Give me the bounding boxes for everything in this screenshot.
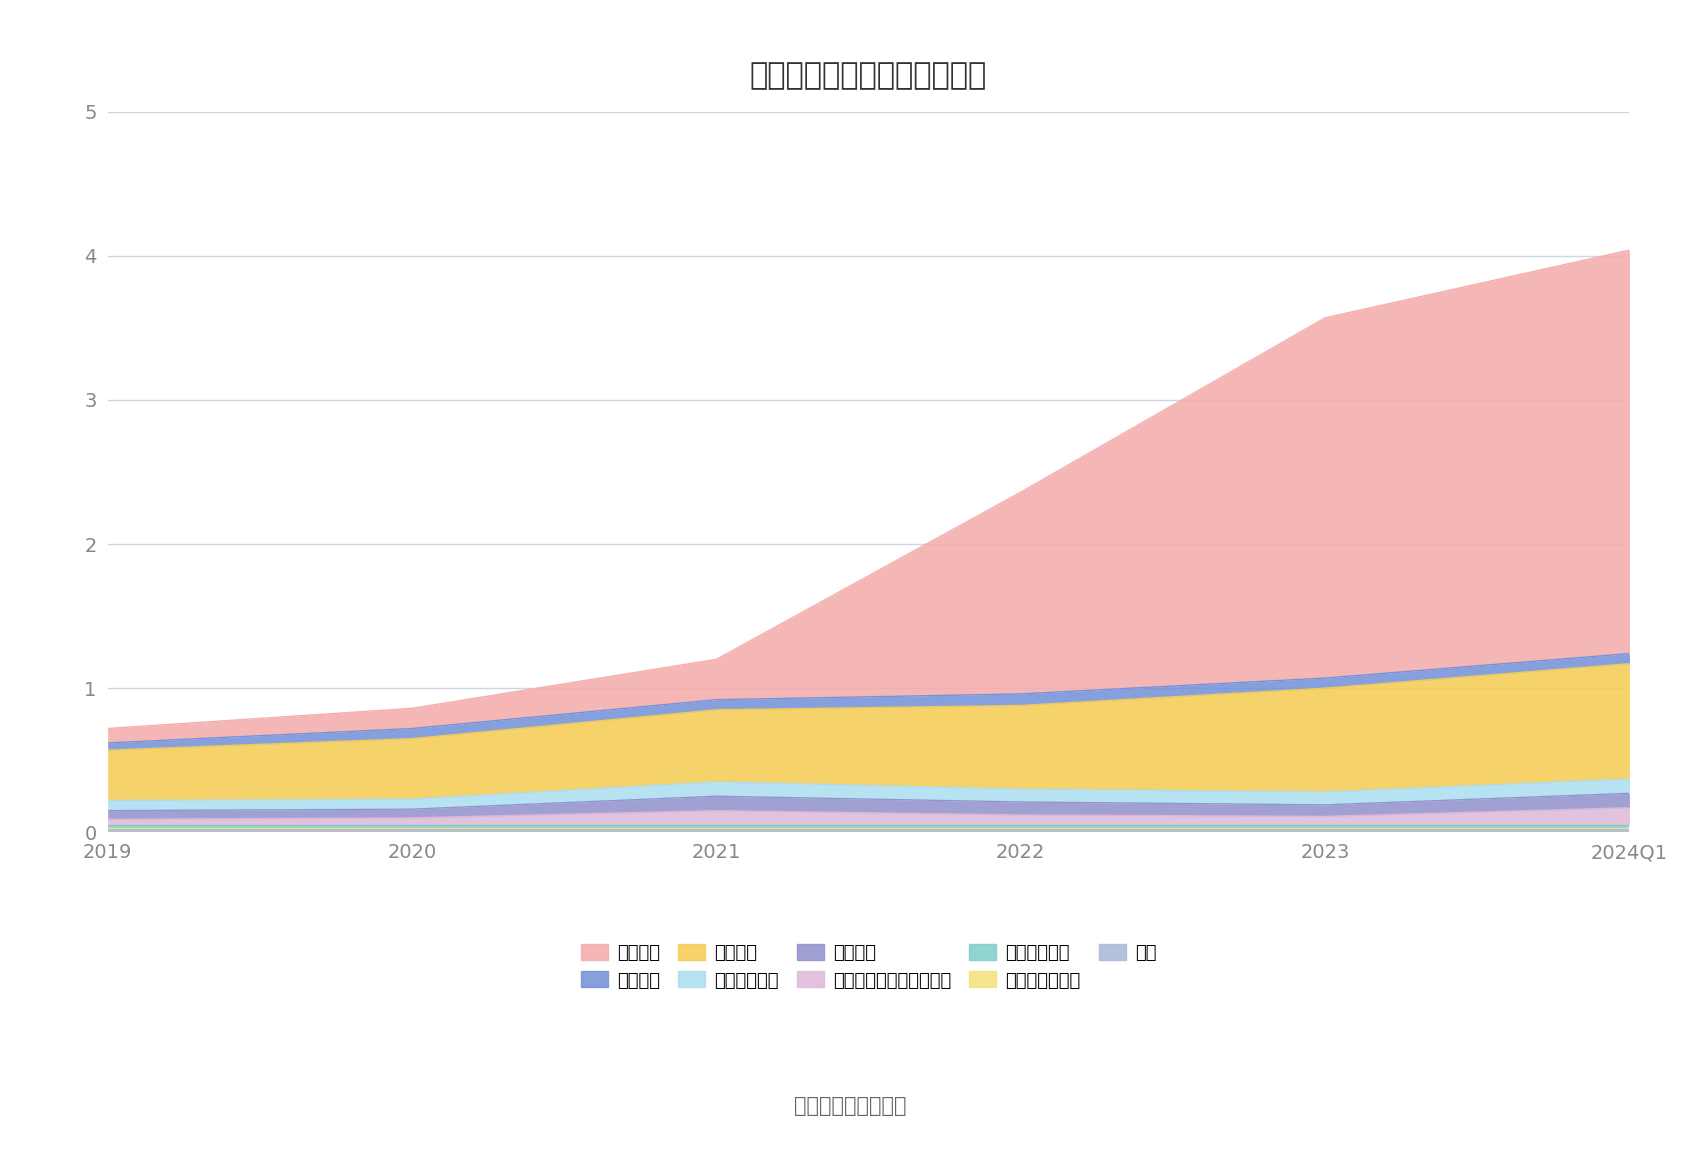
- Legend: 短期借款, 应付票据, 应付账款, 应付职工薪酬, 应交税费, 一年内到期的非流动负债, 长期递延收益, 递延所得税负债, 其它: 短期借款, 应付票据, 应付账款, 应付职工薪酬, 应交税费, 一年内到期的非流…: [571, 935, 1164, 998]
- Title: 历年主要负债堆积图（亿元）: 历年主要负债堆积图（亿元）: [750, 61, 988, 90]
- Text: 数据来源：恒生聚源: 数据来源：恒生聚源: [794, 1096, 906, 1116]
